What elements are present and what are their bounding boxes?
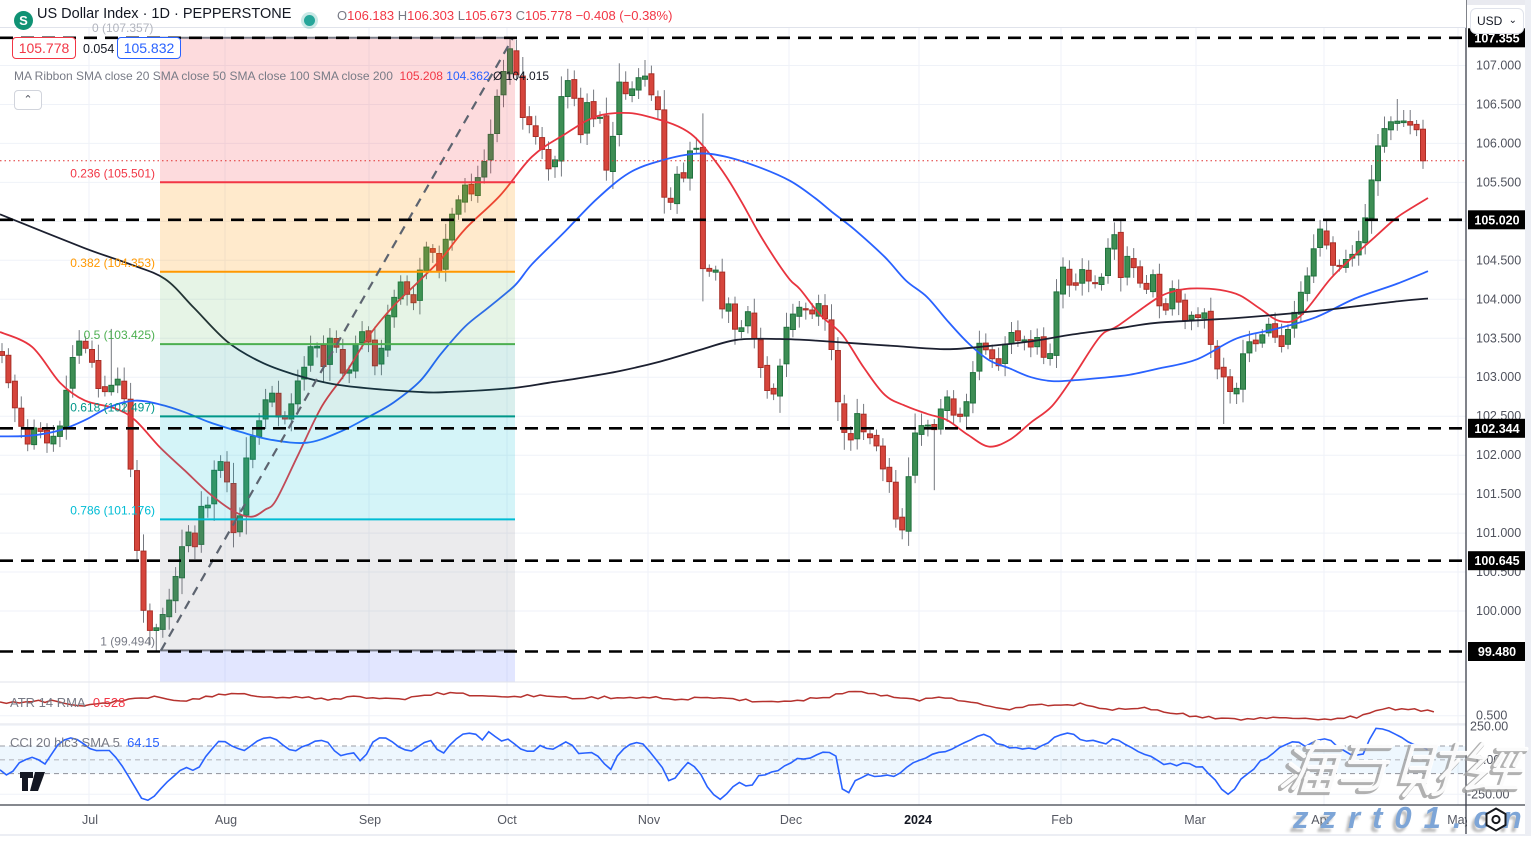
svg-text:100.645: 100.645	[1474, 554, 1519, 568]
svg-text:Dec: Dec	[780, 813, 802, 827]
svg-text:105.020: 105.020	[1474, 213, 1519, 227]
svg-text:0.500: 0.500	[1476, 709, 1507, 723]
svg-text:99.480: 99.480	[1478, 645, 1516, 659]
svg-text:102.344: 102.344	[1474, 422, 1519, 436]
svg-text:107.000: 107.000	[1476, 59, 1521, 73]
svg-text:2024: 2024	[904, 813, 932, 827]
svg-text:101.000: 101.000	[1476, 526, 1521, 540]
svg-text:106.000: 106.000	[1476, 136, 1521, 150]
svg-text:1 (99.494): 1 (99.494)	[100, 634, 155, 648]
svg-text:0.618 (102.497): 0.618 (102.497)	[70, 400, 155, 414]
svg-text:Jul: Jul	[82, 813, 98, 827]
svg-text:106.500: 106.500	[1476, 98, 1521, 112]
svg-text:Sep: Sep	[359, 813, 381, 827]
svg-text:0.382 (104.353): 0.382 (104.353)	[70, 256, 155, 270]
svg-text:Feb: Feb	[1051, 813, 1073, 827]
svg-text:Nov: Nov	[638, 813, 661, 827]
svg-text:0.5 (103.425): 0.5 (103.425)	[84, 328, 155, 342]
svg-text:107.355: 107.355	[1474, 31, 1519, 45]
svg-text:105.500: 105.500	[1476, 175, 1521, 189]
svg-text:Apr: Apr	[1311, 813, 1330, 827]
svg-text:Oct: Oct	[497, 813, 517, 827]
svg-text:Aug: Aug	[215, 813, 237, 827]
svg-text:103.000: 103.000	[1476, 370, 1521, 384]
svg-text:250.00: 250.00	[1470, 719, 1508, 733]
svg-text:100.000: 100.000	[1476, 604, 1521, 618]
svg-text:104.000: 104.000	[1476, 292, 1521, 306]
svg-text:102.000: 102.000	[1476, 448, 1521, 462]
svg-text:104.500: 104.500	[1476, 253, 1521, 267]
svg-text:Mar: Mar	[1184, 813, 1206, 827]
svg-text:103.500: 103.500	[1476, 331, 1521, 345]
svg-text:0.786 (101.176): 0.786 (101.176)	[70, 503, 155, 517]
svg-text:0.236 (105.501): 0.236 (105.501)	[70, 166, 155, 180]
svg-text:101.500: 101.500	[1476, 487, 1521, 501]
